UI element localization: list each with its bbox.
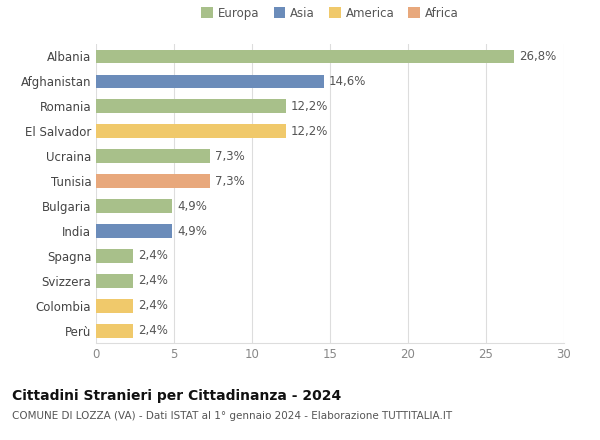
Bar (96, 249, 133, 263)
Bar (96, 324, 133, 337)
Bar (96, 299, 133, 313)
Bar (96, 74, 324, 88)
Bar (96, 274, 133, 288)
Text: 2,4%: 2,4% (138, 299, 168, 312)
Bar (96, 224, 172, 238)
Bar (96, 125, 286, 138)
Text: 7,3%: 7,3% (215, 175, 244, 187)
Text: Cittadini Stranieri per Cittadinanza - 2024: Cittadini Stranieri per Cittadinanza - 2… (12, 389, 341, 403)
Bar (96, 149, 210, 163)
Text: COMUNE DI LOZZA (VA) - Dati ISTAT al 1° gennaio 2024 - Elaborazione TUTTITALIA.I: COMUNE DI LOZZA (VA) - Dati ISTAT al 1° … (12, 411, 452, 422)
Bar (96, 99, 286, 113)
Text: 4,9%: 4,9% (177, 224, 207, 238)
Text: 2,4%: 2,4% (138, 249, 168, 262)
Bar (96, 199, 172, 213)
Text: 7,3%: 7,3% (215, 150, 244, 163)
Text: 2,4%: 2,4% (138, 275, 168, 287)
Legend: Europa, Asia, America, Africa: Europa, Asia, America, Africa (197, 2, 463, 25)
Bar (96, 174, 210, 188)
Text: 2,4%: 2,4% (138, 324, 168, 337)
Text: 4,9%: 4,9% (177, 200, 207, 213)
Bar (96, 50, 514, 63)
Text: 26,8%: 26,8% (519, 50, 556, 63)
Text: 12,2%: 12,2% (291, 100, 328, 113)
Text: 12,2%: 12,2% (291, 125, 328, 138)
Text: 14,6%: 14,6% (328, 75, 366, 88)
